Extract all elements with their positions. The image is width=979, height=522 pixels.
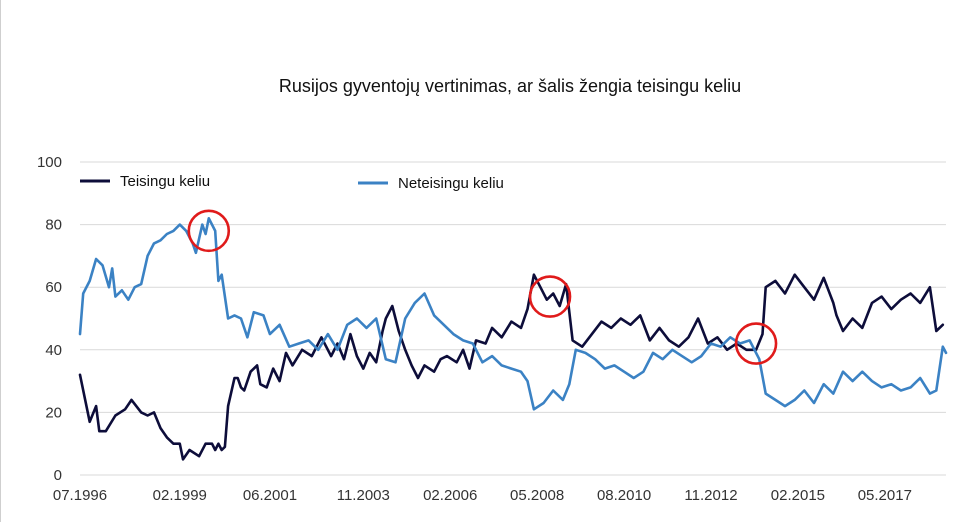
y-tick-label: 80: [45, 217, 62, 234]
legend-label: Neteisingu keliu: [398, 175, 504, 192]
series-line-teisingu-keliu: [78, 273, 945, 461]
highlight-circle: [187, 209, 231, 253]
x-tick-label: 05.2017: [858, 487, 912, 504]
x-tick-label: 05.2008: [510, 487, 564, 504]
frame-left-border: [0, 0, 1, 522]
annotations: [187, 209, 778, 365]
y-tick-label: 100: [37, 154, 62, 171]
x-tick-label: 11.2003: [337, 487, 390, 504]
highlight-circle: [734, 322, 778, 365]
y-tick-label: 20: [45, 404, 62, 421]
y-tick-label: 0: [54, 467, 62, 484]
legend-label: Teisingu keliu: [120, 173, 210, 190]
gridlines: [80, 161, 946, 476]
x-tick-label: 08.2010: [597, 487, 651, 504]
y-axis-ticks: 0 20 40 60 80 100: [37, 154, 62, 484]
x-tick-label: 07.1996: [53, 487, 107, 504]
x-axis-ticks: 07.1996 02.1999 06.2001 11.2003 02.2006 05.20…: [53, 487, 912, 504]
series-lines: [78, 217, 948, 461]
series-line-neteisingu-keliu: [78, 217, 948, 411]
x-tick-label: 02.2006: [423, 487, 477, 504]
legend: Teisingu keliu Neteisingu keliu: [80, 173, 504, 192]
y-tick-label: 40: [45, 342, 62, 359]
chart-title: Rusijos gyventojų vertinimas, ar šalis ž…: [279, 76, 741, 96]
highlight-circle: [528, 275, 572, 318]
y-tick-label: 60: [45, 279, 62, 296]
x-tick-label: 02.1999: [153, 487, 207, 504]
x-tick-label: 06.2001: [243, 487, 297, 504]
x-tick-label: 11.2012: [684, 487, 737, 504]
x-tick-label: 02.2015: [771, 487, 825, 504]
